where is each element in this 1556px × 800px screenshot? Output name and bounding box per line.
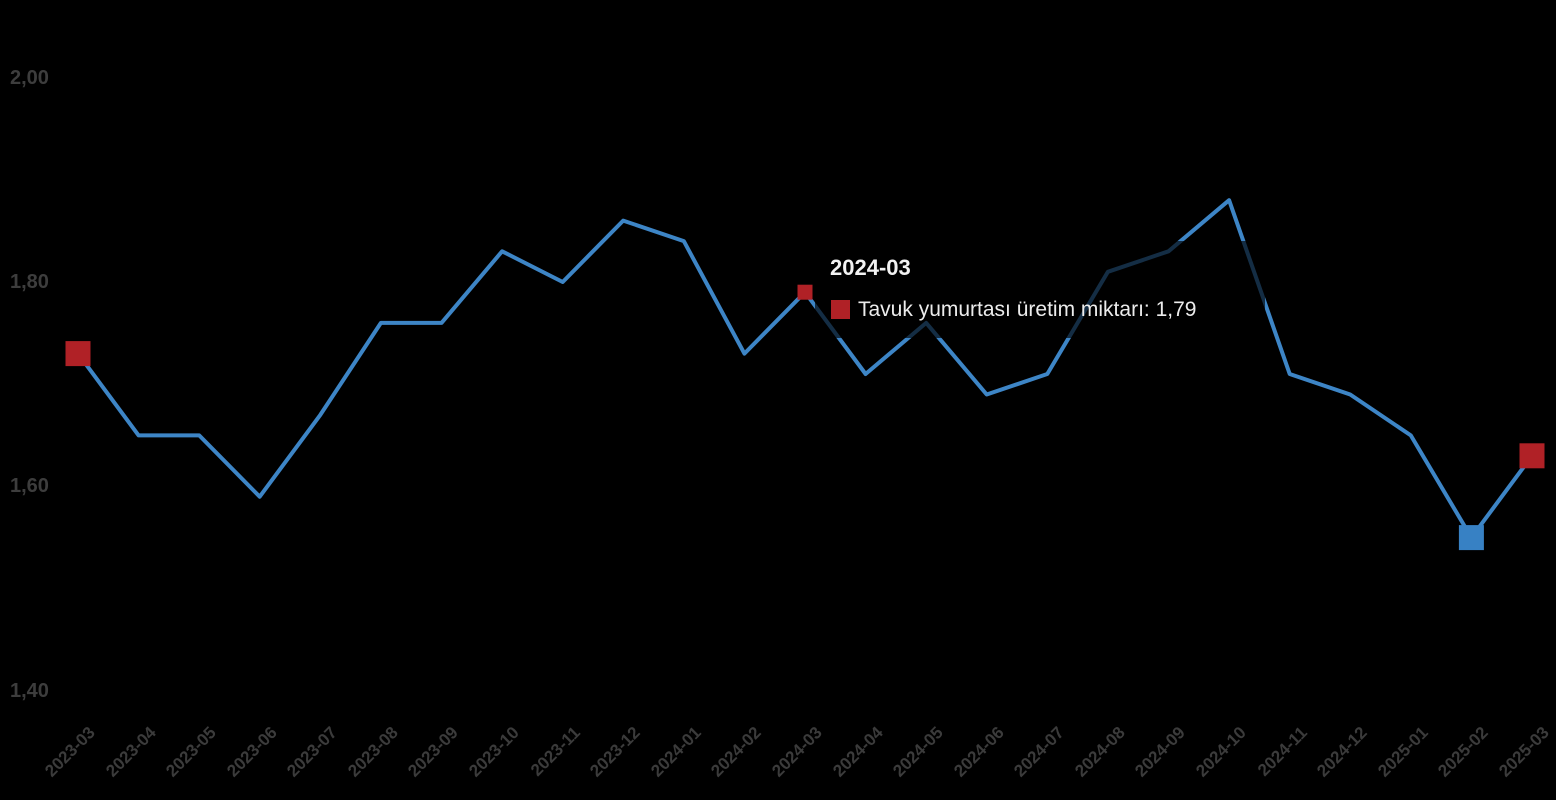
- y-tick-label: 1,60: [10, 475, 49, 497]
- tooltip-series-row: Tavuk yumurtası üretim miktarı: 1,79: [831, 298, 1265, 321]
- marker-2025-02[interactable]: [1458, 525, 1484, 551]
- y-tick-label: 2,00: [10, 67, 49, 89]
- tooltip-series-value: Tavuk yumurtası üretim miktarı: 1,79: [858, 298, 1197, 321]
- series-swatch-icon: [831, 300, 850, 319]
- y-tick-label: 1,80: [10, 271, 49, 293]
- marker-2025-03[interactable]: [1519, 443, 1545, 469]
- tooltip-title: 2024-03: [830, 255, 911, 280]
- tooltip: 2024-03 Tavuk yumurtası üretim miktarı: …: [815, 241, 1265, 338]
- series-line: [76, 198, 1534, 540]
- y-tick-label: 1,40: [10, 680, 49, 702]
- marker-2023-03[interactable]: [65, 341, 91, 367]
- marker-2024-03[interactable]: [797, 284, 813, 300]
